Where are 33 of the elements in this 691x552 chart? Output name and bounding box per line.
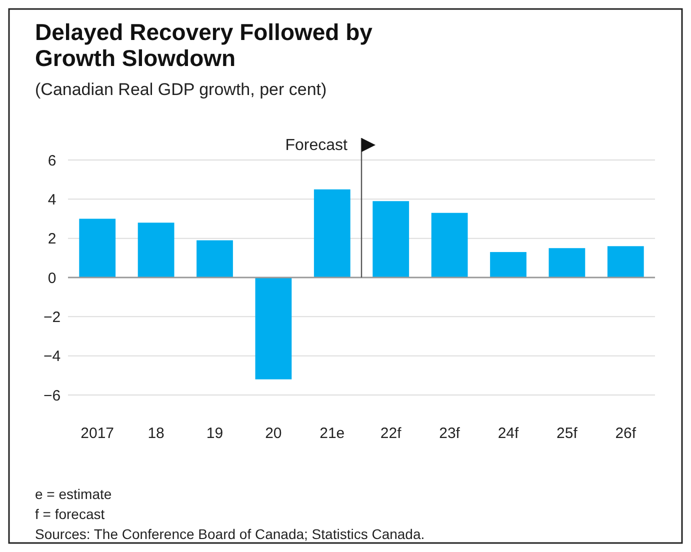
bar [196, 240, 233, 278]
bar [79, 218, 116, 278]
x-tick-label: 23f [439, 425, 461, 442]
bar [431, 212, 468, 278]
text: e = estimate [35, 486, 112, 502]
y-tick-label: 6 [48, 152, 56, 170]
y-tick-label: −2 [43, 308, 61, 326]
x-tick-label: 19 [206, 425, 224, 442]
x-tick-label: 21e [320, 425, 345, 442]
x-tick-label: 18 [148, 425, 164, 442]
chart-title: Delayed Recovery Followed by Growth Slowdown [35, 19, 373, 71]
x-tick-label: 20 [265, 425, 282, 442]
x-tick-label: 22f [380, 425, 402, 442]
x-tick-label: 26f [615, 425, 637, 442]
bar [548, 248, 586, 278]
x-tick-label: 24f [498, 425, 520, 442]
bar [607, 246, 644, 278]
bar [138, 222, 174, 278]
chart-subtitle: (Canadian Real GDP growth, per cent) [35, 80, 327, 99]
ref-line-label: Forecast [285, 137, 348, 154]
bar [314, 189, 350, 278]
source-note: Sources: The Conference Board of Canada; Statistics Canada. [35, 526, 425, 542]
text: f = forecast [35, 506, 105, 522]
y-tick-label: 2 [48, 230, 56, 248]
y-tick-label: −4 [43, 348, 61, 366]
bar [490, 252, 526, 278]
y-tick-label: −6 [43, 387, 61, 404]
y-tick-label: 0 [48, 270, 56, 287]
x-tick-label: 25f [556, 425, 578, 442]
x-tick-label: 2017 [80, 425, 114, 442]
bar [255, 278, 292, 380]
bar [372, 201, 410, 278]
y-tick-label: 4 [48, 191, 56, 208]
